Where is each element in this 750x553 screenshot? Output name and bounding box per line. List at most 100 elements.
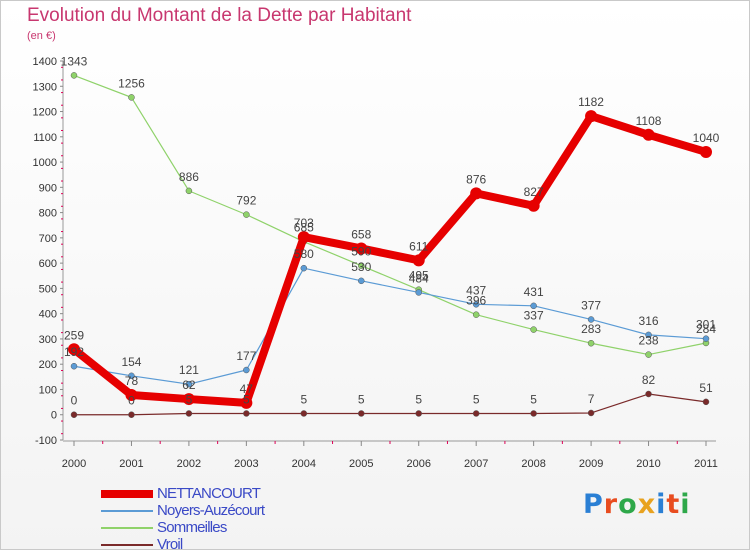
data-label: 590 (351, 245, 371, 259)
data-label: 431 (524, 285, 544, 299)
data-label: 658 (351, 227, 371, 241)
data-label: 703 (294, 216, 314, 230)
data-point (358, 262, 365, 269)
data-label: 284 (696, 322, 716, 336)
data-label: 685 (294, 221, 314, 235)
data-label: 5 (358, 392, 365, 406)
data-label: 283 (581, 322, 601, 336)
legend-item-nettancourt: NETTANCOURT (101, 485, 264, 502)
legend-label: Noyers-Auzécourt (157, 502, 265, 519)
y-tick-label: 1300 (33, 81, 57, 93)
legend-label: NETTANCOURT (157, 485, 261, 502)
y-tick-label: 200 (39, 359, 57, 371)
data-point (530, 326, 537, 333)
x-tick-label: 2011 (694, 458, 718, 470)
data-point (300, 264, 308, 272)
data-label: 5 (530, 392, 537, 406)
data-point (642, 128, 655, 141)
data-point (358, 410, 365, 417)
data-label: 301 (696, 318, 716, 332)
data-label: 316 (639, 314, 659, 328)
y-tick-label: 400 (39, 309, 57, 321)
x-tick-label: 2000 (62, 458, 86, 470)
data-label: 177 (236, 349, 256, 363)
data-point (297, 231, 310, 244)
data-point (70, 411, 78, 418)
data-label: 5 (243, 392, 250, 406)
legend-item-vroil: Vroil (101, 536, 264, 553)
data-label: 154 (121, 355, 141, 369)
data-point (472, 410, 480, 417)
data-point (645, 390, 652, 398)
data-point (702, 335, 710, 342)
data-point (700, 145, 712, 158)
legend-item-noyers-auzecourt: Noyers-Auzécourt (101, 502, 265, 519)
brand-logo: Proxiti (583, 489, 691, 520)
data-label: 1182 (578, 95, 604, 109)
data-point (530, 302, 537, 310)
data-point (182, 393, 195, 406)
data-label: 192 (64, 345, 84, 359)
data-label: 484 (409, 271, 429, 285)
x-tick-label: 2003 (234, 458, 258, 470)
data-label: 876 (466, 172, 486, 186)
y-tick-label: 700 (39, 233, 57, 245)
chart-subtitle: (en €) (27, 30, 56, 42)
data-point (412, 254, 425, 267)
data-point (530, 410, 537, 417)
x-tick-label: 2009 (579, 458, 603, 470)
data-label: 377 (581, 298, 601, 312)
chart-title: Evolution du Montant de la Dette par Hab… (27, 5, 412, 26)
data-label: 580 (294, 247, 314, 261)
data-label: 1040 (693, 131, 720, 145)
data-label: 1108 (636, 114, 662, 128)
data-label: 495 (409, 269, 429, 283)
legend-label: Sommeilles (157, 519, 227, 536)
data-point (128, 411, 135, 418)
data-point (645, 351, 652, 358)
data-point (702, 398, 710, 406)
series-line-nettancourt (70, 112, 710, 407)
x-tick-label: 2002 (177, 458, 201, 470)
data-label: 0 (128, 394, 135, 408)
y-tick-label: 100 (39, 384, 57, 396)
y-tick-label: 800 (39, 208, 57, 220)
x-tick-label: 2007 (464, 458, 488, 470)
data-label: 611 (409, 239, 428, 253)
data-point (70, 72, 78, 79)
y-tick-label: 1400 (33, 56, 57, 68)
data-point (358, 277, 365, 285)
x-tick-label: 2010 (636, 458, 660, 470)
data-label: 827 (524, 185, 544, 199)
data-point (587, 316, 595, 323)
data-label: 530 (351, 260, 371, 274)
legend-item-sommeilles: Sommeilles (101, 519, 264, 536)
data-label: 1256 (118, 76, 145, 90)
data-label: 47 (240, 382, 254, 396)
data-point (243, 410, 250, 417)
data-label: 0 (71, 394, 78, 408)
y-tick-label: 300 (39, 334, 57, 346)
y-tick-label: 900 (39, 182, 57, 194)
legend: NETTANCOURT Noyers-Auzécourt Sommeilles … (101, 485, 265, 553)
data-point (527, 199, 540, 212)
data-label: 1343 (61, 54, 88, 68)
data-label: 238 (639, 334, 659, 348)
data-point (125, 389, 138, 402)
x-tick-label: 2006 (406, 458, 430, 470)
data-label: 62 (182, 378, 196, 392)
data-point (185, 410, 193, 417)
data-point (300, 410, 308, 417)
data-point (68, 343, 80, 356)
data-point (128, 372, 135, 380)
y-tick-label: 1000 (33, 157, 57, 169)
data-label: 5 (300, 392, 307, 406)
y-tick-label: 600 (39, 258, 57, 270)
data-label: 5 (415, 392, 422, 406)
data-point (415, 410, 422, 417)
data-point (585, 110, 598, 123)
data-point (355, 242, 368, 255)
data-point (185, 187, 193, 195)
data-point (240, 396, 253, 409)
